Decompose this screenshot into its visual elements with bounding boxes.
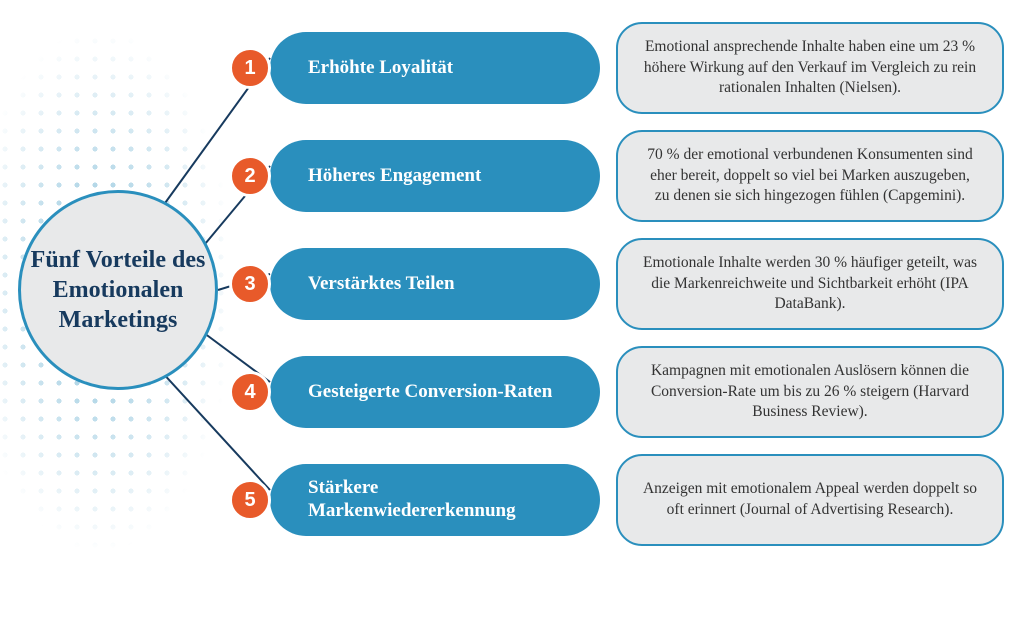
number-badge: 3 [229,263,271,305]
benefit-description: Kampagnen mit emotionalen Auslösern könn… [616,346,1004,438]
center-hub: Fünf Vorteile des Emotionalen Marketings [18,190,218,390]
benefit-description: Anzeigen mit emotionalem Appeal werden d… [616,454,1004,546]
benefit-description: 70 % der emotional verbundenen Konsument… [616,130,1004,222]
benefit-label: Verstärktes Teilen [270,248,600,320]
benefit-row: 2 Höheres Engagement 70 % der emotional … [250,130,1004,222]
benefit-row: 3 Verstärktes Teilen Emotionale Inhalte … [250,238,1004,330]
number-badge: 2 [229,155,271,197]
benefit-label: Gesteigerte Conversion-Raten [270,356,600,428]
benefit-row: 5 Stärkere Markenwiedererkennung Anzeige… [250,454,1004,546]
benefit-description: Emotionale Inhalte werden 30 % häufiger … [616,238,1004,330]
main-title: Fünf Vorteile des Emotionalen Marketings [21,245,215,335]
benefit-label: Höheres Engagement [270,140,600,212]
benefit-row: 4 Gesteigerte Conversion-Raten Kampagnen… [250,346,1004,438]
benefit-description: Emotional ansprechende Inhalte haben ein… [616,22,1004,114]
benefit-label: Stärkere Markenwiedererkennung [270,464,600,536]
number-badge: 1 [229,47,271,89]
number-badge: 4 [229,371,271,413]
number-badge: 5 [229,479,271,521]
benefit-row: 1 Erhöhte Loyalität Emotional ansprechen… [250,22,1004,114]
benefit-label: Erhöhte Loyalität [270,32,600,104]
